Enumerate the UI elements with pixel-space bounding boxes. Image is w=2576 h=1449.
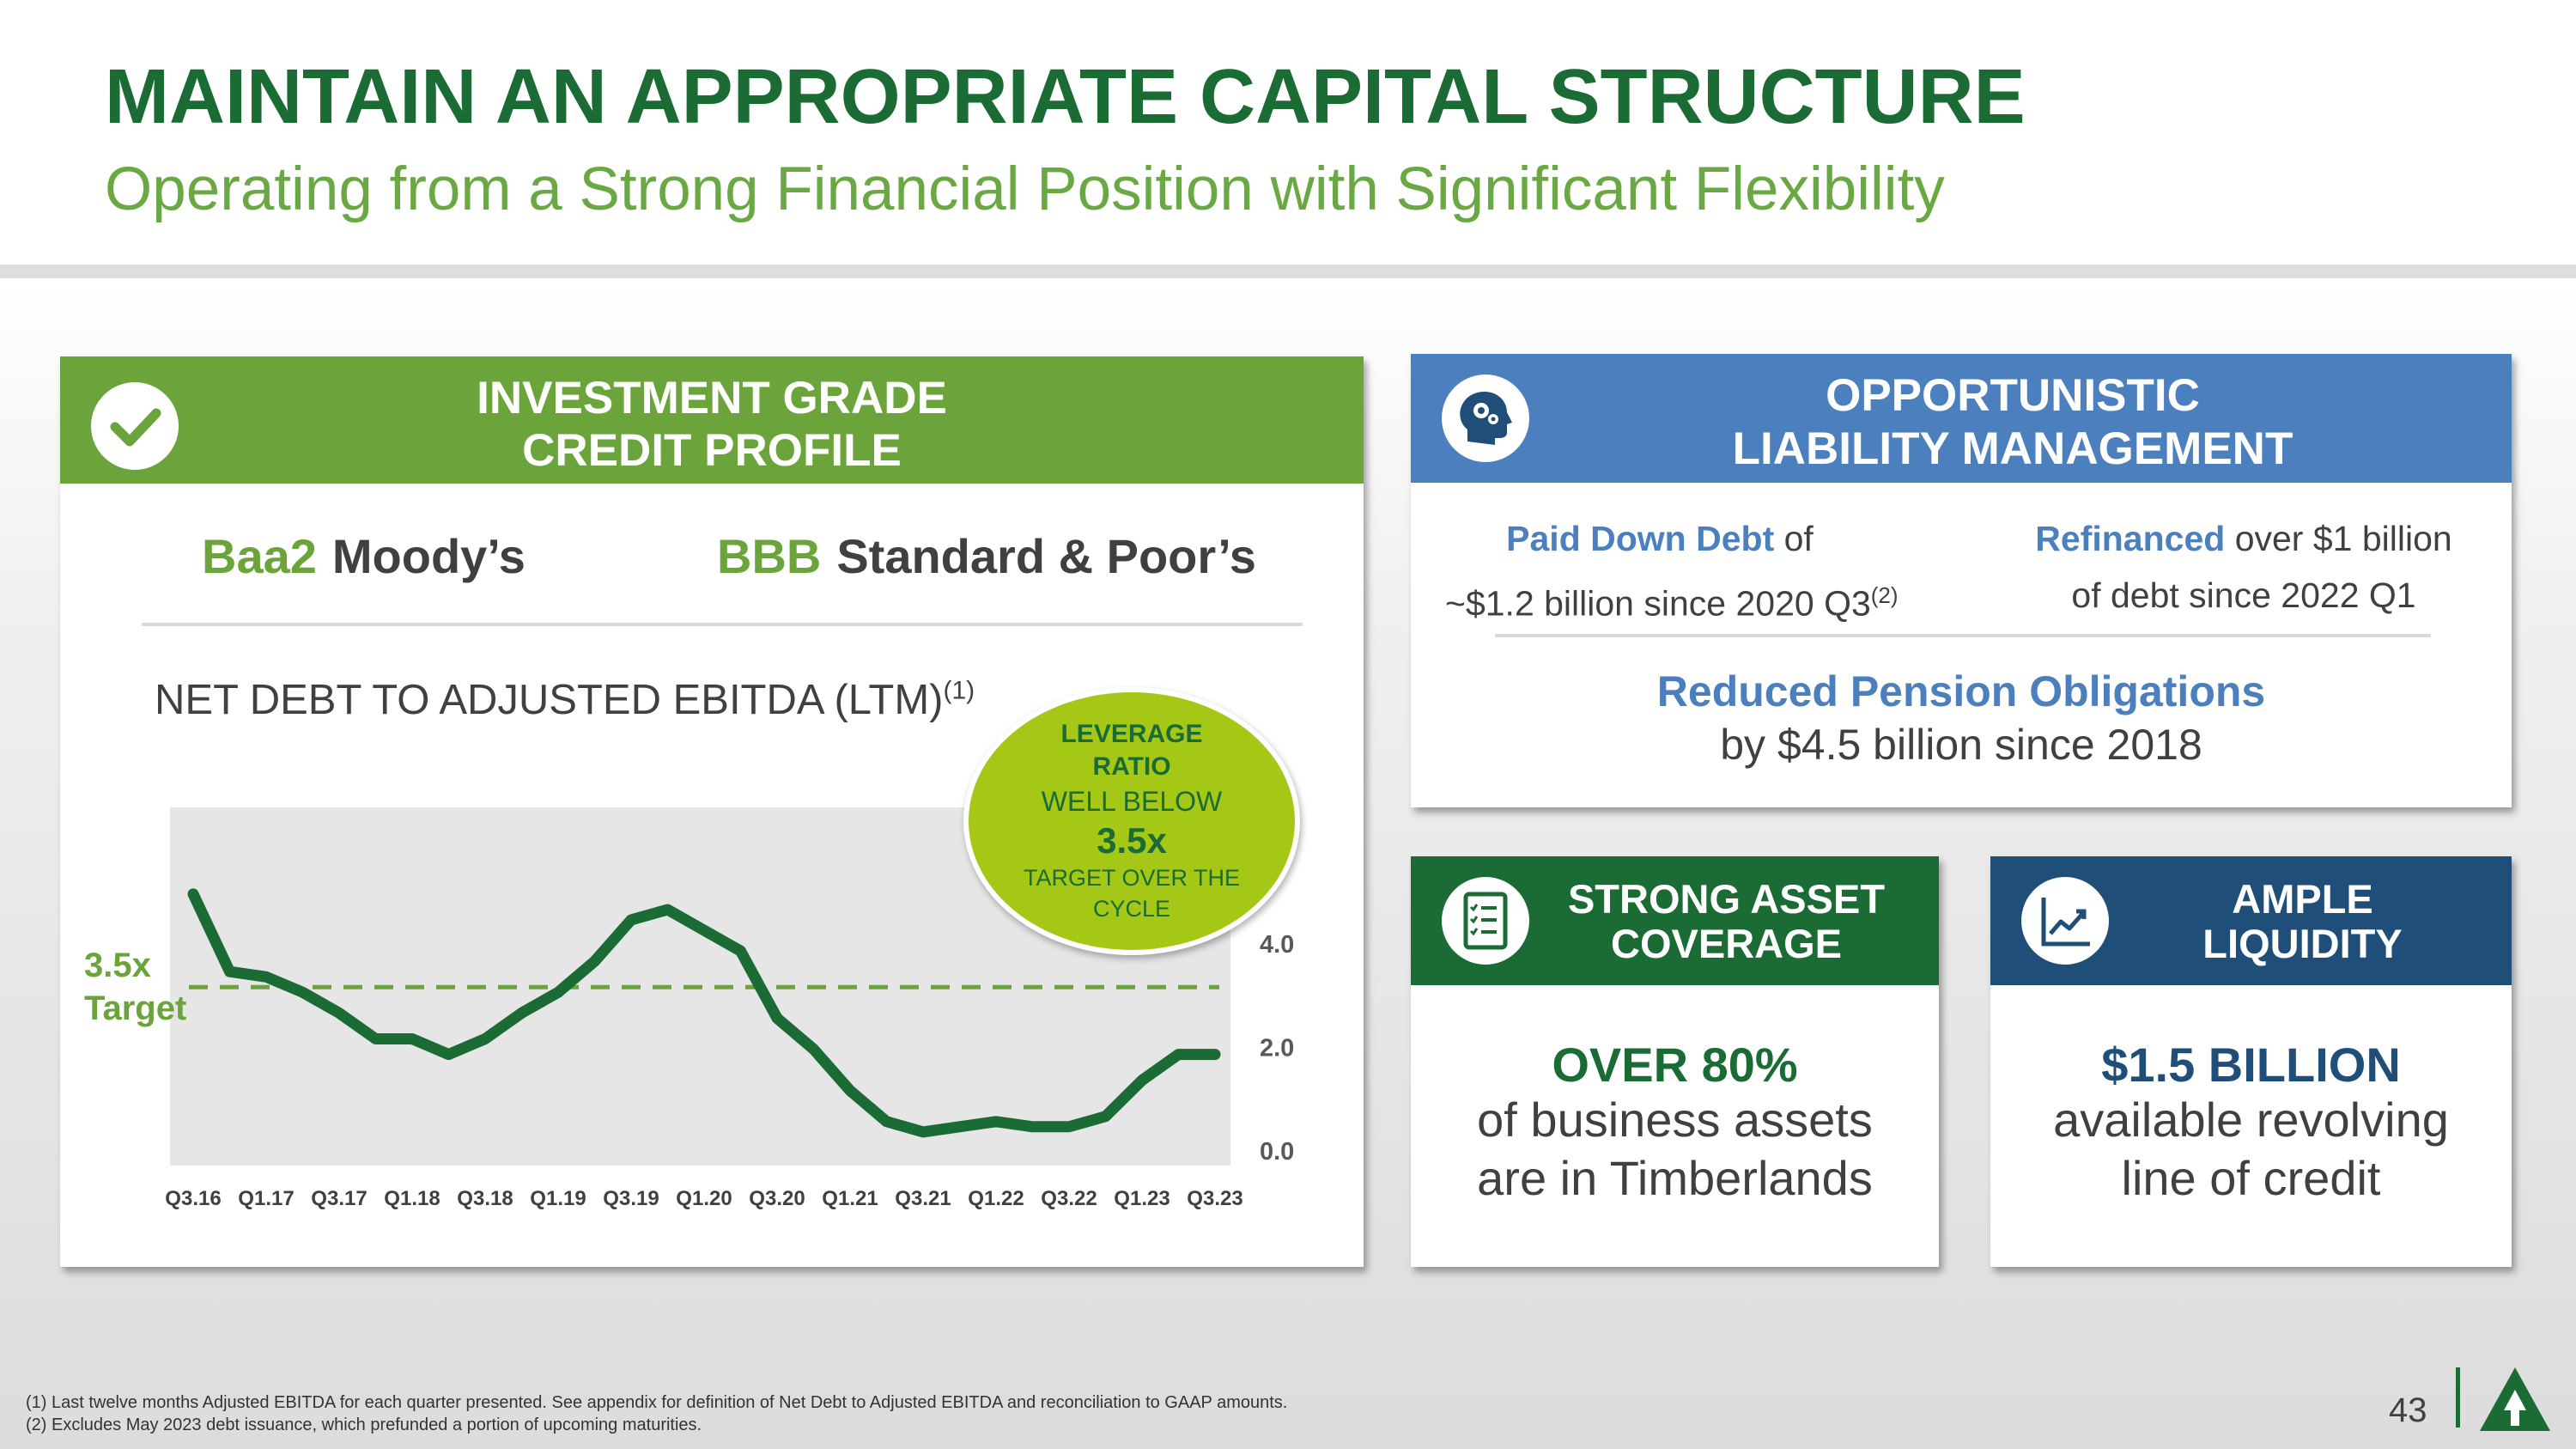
footnote-2: (2) Excludes May 2023 debt issuance, whi… — [26, 1416, 702, 1434]
series-line — [187, 888, 1221, 1138]
x-tick-label: Q3.19 — [603, 1187, 659, 1210]
x-tick-label: Q1.21 — [822, 1187, 878, 1210]
credit-profile-header: INVESTMENT GRADE CREDIT PROFILE — [60, 356, 1364, 484]
x-tick-label: Q1.23 — [1114, 1187, 1170, 1210]
asset-description: of business assets are in Timberlands — [1411, 1091, 1939, 1208]
moodys-rating: Baa2 Moody’s — [202, 528, 526, 584]
pension-label: Reduced Pension Obligations — [1656, 667, 2266, 715]
chart-title-footnote: (1) — [943, 676, 975, 705]
chart-title-text: NET DEBT TO ADJUSTED EBITDA (LTM) — [155, 677, 944, 723]
liquidity-header: AMPLE LIQUIDITY — [1990, 856, 2512, 985]
liquidity-desc-line2: line of credit — [2121, 1151, 2381, 1205]
footnote-1: (1) Last twelve months Adjusted EBITDA f… — [26, 1393, 1288, 1412]
pension-detail: by $4.5 billion since 2018 — [1720, 721, 2202, 769]
rating-agency: Standard & Poor’s — [836, 529, 1256, 583]
asset-stat: OVER 80% — [1552, 1038, 1798, 1092]
chart-title: NET DEBT TO ADJUSTED EBITDA (LTM)(1) — [155, 676, 975, 724]
page-number-divider — [2456, 1367, 2460, 1428]
asset-header: STRONG ASSET COVERAGE — [1411, 856, 1939, 985]
checkmark-icon — [91, 382, 179, 470]
asset-heading-line1: STRONG ASSET — [1567, 876, 1886, 922]
callout-line5: TARGET OVER THE — [1023, 865, 1241, 891]
x-tick-label: Q3.20 — [749, 1187, 805, 1210]
credit-heading-line1: INVESTMENT GRADE — [477, 373, 947, 423]
x-tick-label: Q1.22 — [968, 1187, 1024, 1210]
header-divider — [0, 265, 2576, 278]
page-title: MAINTAIN AN APPROPRIATE CAPITAL STRUCTUR… — [105, 54, 2026, 140]
liability-management-card: OPPORTUNISTIC LIABILITY MANAGEMENT Paid … — [1411, 354, 2512, 807]
refinanced-text: Refinanced over $1 billion of debt since… — [2012, 510, 2476, 624]
liquidity-heading-line2: LIQUIDITY — [2202, 921, 2403, 966]
liability-heading-line2: LIABILITY MANAGEMENT — [1732, 423, 2293, 474]
x-tick-label: Q1.17 — [238, 1187, 294, 1210]
x-tick-label: Q3.18 — [457, 1187, 513, 1210]
callout-line1: LEVERAGE — [1060, 720, 1203, 748]
sp-rating: BBB Standard & Poor’s — [717, 528, 1256, 584]
asset-desc-line1: of business assets — [1477, 1093, 1873, 1147]
refinanced-label: Refinanced — [2035, 519, 2226, 558]
page-subtitle: Operating from a Strong Financial Positi… — [105, 155, 1945, 223]
y-tick-label: 2.0 — [1260, 1035, 1294, 1062]
x-tick-label: Q3.17 — [311, 1187, 367, 1210]
rating-agency: Moody’s — [331, 529, 526, 583]
callout-line3: WELL BELOW — [1041, 786, 1223, 817]
asset-heading-line2: COVERAGE — [1611, 921, 1842, 966]
liability-heading-line1: OPPORTUNISTIC — [1826, 370, 2200, 421]
refinanced-rest: over $1 billion — [2225, 519, 2452, 558]
paid-down-label: Paid Down Debt — [1506, 519, 1775, 558]
rating-code: BBB — [717, 529, 822, 583]
y-tick-label: 4.0 — [1260, 931, 1294, 959]
x-tick-label: Q3.21 — [895, 1187, 951, 1210]
asset-coverage-card: STRONG ASSET COVERAGE OVER 80% of busine… — [1411, 856, 1939, 1267]
credit-profile-card: INVESTMENT GRADE CREDIT PROFILE Baa2 Mood… — [60, 356, 1364, 1267]
paid-down-amount: ~$1.2 billion since 2020 Q3 — [1445, 583, 1871, 624]
liquidity-desc-line1: available revolving — [2053, 1093, 2449, 1147]
head-gears-icon — [1442, 374, 1529, 462]
liquidity-heading-line1: AMPLE — [2232, 876, 2373, 922]
liquidity-description: available revolving line of credit — [1990, 1091, 2512, 1208]
tree-logo-icon — [2476, 1364, 2554, 1433]
rating-code: Baa2 — [202, 529, 317, 583]
callout-line6: CYCLE — [1092, 896, 1171, 922]
x-tick-label: Q1.18 — [384, 1187, 440, 1210]
target-label-line1: 3.5x — [84, 947, 151, 984]
liquidity-stat: $1.5 BILLION — [2101, 1038, 2401, 1092]
checklist-icon — [1442, 877, 1529, 965]
pension-text: Reduced Pension Obligations by $4.5 bill… — [1411, 665, 2512, 771]
page-number: 43 — [2389, 1391, 2427, 1429]
paid-down-debt-text: Paid Down Debt of ~$1.2 billion since 20… — [1445, 510, 1899, 632]
refinanced-detail: of debt since 2022 Q1 — [2071, 575, 2416, 615]
liquidity-card: AMPLE LIQUIDITY $1.5 BILLION available r… — [1990, 856, 2512, 1267]
x-tick-label: Q3.22 — [1041, 1187, 1097, 1210]
asset-desc-line2: are in Timberlands — [1477, 1151, 1873, 1205]
paid-down-footnote: (2) — [1870, 582, 1899, 608]
leverage-callout: LEVERAGE RATIO WELL BELOW 3.5x TARGET OV… — [963, 687, 1300, 955]
callout-line4: 3.5x — [1097, 820, 1167, 861]
y-tick-label: 0.0 — [1260, 1138, 1294, 1166]
x-tick-label: Q3.23 — [1187, 1187, 1242, 1210]
ratings-divider — [142, 623, 1303, 626]
target-label-line2: Target — [84, 989, 186, 1027]
liability-header: OPPORTUNISTIC LIABILITY MANAGEMENT — [1411, 354, 2512, 483]
x-tick-label: Q3.16 — [165, 1187, 221, 1210]
line-chart-icon — [2021, 877, 2109, 965]
paid-down-rest: of — [1774, 519, 1814, 558]
x-tick-label: Q1.19 — [530, 1187, 586, 1210]
credit-heading-line2: CREDIT PROFILE — [522, 425, 902, 476]
liability-divider — [1495, 634, 2431, 637]
callout-line2: RATIO — [1092, 752, 1171, 781]
x-tick-label: Q1.20 — [676, 1187, 732, 1210]
